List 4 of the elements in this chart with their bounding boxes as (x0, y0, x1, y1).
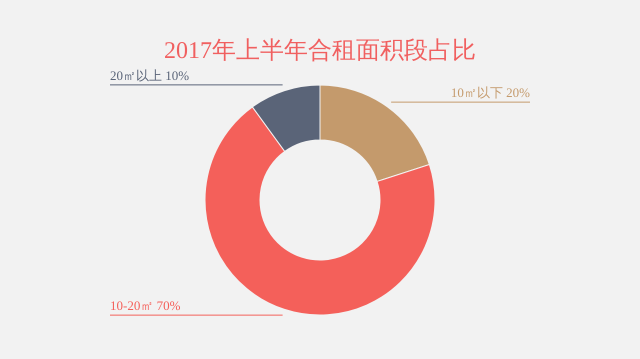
chart-title: 2017年上半年合租面积段占比 (164, 38, 476, 64)
slice-label: 10㎡以下 20% (450, 85, 530, 100)
slice-label: 20㎡以上 10% (110, 68, 190, 83)
slice-label: 10-20㎡ 70% (110, 298, 181, 314)
